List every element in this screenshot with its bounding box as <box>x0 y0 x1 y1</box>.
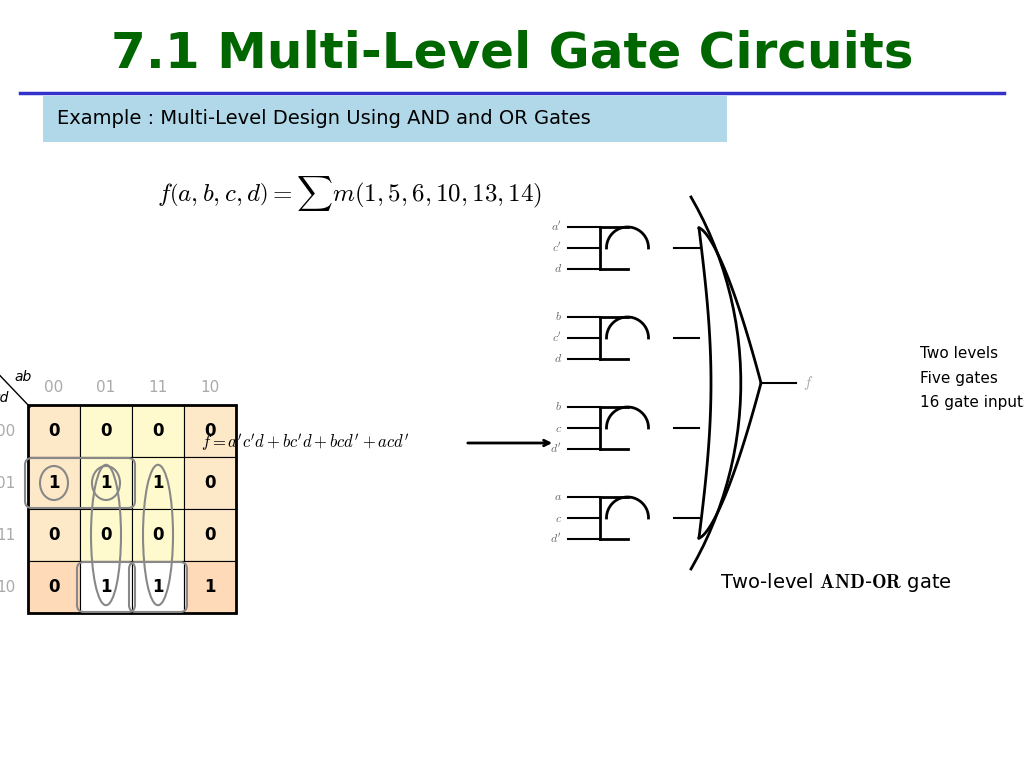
Text: $c'$: $c'$ <box>552 241 562 255</box>
Text: $c$: $c$ <box>555 511 562 525</box>
Text: 1: 1 <box>48 474 59 492</box>
Text: $a'$: $a'$ <box>551 220 562 234</box>
Text: 1: 1 <box>100 578 112 596</box>
Text: 0: 0 <box>48 422 59 440</box>
Text: 0: 0 <box>153 422 164 440</box>
Bar <box>28 457 80 509</box>
Bar <box>28 405 236 613</box>
Text: Two-level $\mathbf{AND}$-$\mathbf{OR}$ gate: Two-level $\mathbf{AND}$-$\mathbf{OR}$ g… <box>720 571 951 594</box>
Bar <box>184 457 236 509</box>
Text: 7.1 Multi-Level Gate Circuits: 7.1 Multi-Level Gate Circuits <box>111 29 913 77</box>
Text: ab: ab <box>14 370 32 384</box>
Text: 10: 10 <box>201 379 219 395</box>
Text: 1: 1 <box>100 474 112 492</box>
Text: $a$: $a$ <box>554 491 562 504</box>
Text: 0: 0 <box>48 526 59 544</box>
Text: 0: 0 <box>100 422 112 440</box>
Text: $f$: $f$ <box>803 374 813 392</box>
Text: 00: 00 <box>0 423 15 439</box>
Text: cd: cd <box>0 391 9 405</box>
Text: $c$: $c$ <box>555 422 562 435</box>
Text: 11: 11 <box>0 528 15 542</box>
Text: 0: 0 <box>100 526 112 544</box>
Bar <box>28 405 80 457</box>
Text: $b$: $b$ <box>555 310 562 323</box>
Text: 0: 0 <box>153 526 164 544</box>
Text: 0: 0 <box>204 526 216 544</box>
Text: $d'$: $d'$ <box>550 532 562 546</box>
Text: $f = a'c'd + bc'd + bcd' + acd'$: $f = a'c'd + bc'd + bcd' + acd'$ <box>201 432 410 454</box>
Bar <box>184 561 236 613</box>
Text: 1: 1 <box>204 578 216 596</box>
Bar <box>132 457 184 509</box>
Text: Two levels
Five gates
16 gate inputs: Two levels Five gates 16 gate inputs <box>920 346 1024 410</box>
Bar <box>80 405 132 457</box>
Bar <box>132 509 184 561</box>
Bar <box>184 405 236 457</box>
Text: 0: 0 <box>48 578 59 596</box>
Bar <box>132 405 184 457</box>
Text: 0: 0 <box>204 422 216 440</box>
Text: 0: 0 <box>204 474 216 492</box>
Text: 1: 1 <box>153 578 164 596</box>
Text: $f\left(a,b,c,d\right)=\sum m(1,5,6,10,13,14)$: $f\left(a,b,c,d\right)=\sum m(1,5,6,10,1… <box>158 174 543 213</box>
Text: $d$: $d$ <box>554 353 562 366</box>
FancyBboxPatch shape <box>43 96 727 142</box>
Bar <box>80 509 132 561</box>
Text: $d$: $d$ <box>554 263 562 276</box>
Bar <box>28 561 80 613</box>
Text: 1: 1 <box>153 474 164 492</box>
Bar <box>28 509 80 561</box>
Bar <box>80 457 132 509</box>
Text: $d'$: $d'$ <box>550 442 562 456</box>
Text: 11: 11 <box>148 379 168 395</box>
Text: $c'$: $c'$ <box>552 331 562 345</box>
Text: 01: 01 <box>96 379 116 395</box>
Bar <box>184 509 236 561</box>
Text: 01: 01 <box>0 475 15 491</box>
Text: Example : Multi-Level Design Using AND and OR Gates: Example : Multi-Level Design Using AND a… <box>57 110 591 128</box>
Text: 10: 10 <box>0 580 15 594</box>
Bar <box>132 561 184 613</box>
Bar <box>80 561 132 613</box>
Text: 00: 00 <box>44 379 63 395</box>
Text: $b$: $b$ <box>555 400 562 413</box>
